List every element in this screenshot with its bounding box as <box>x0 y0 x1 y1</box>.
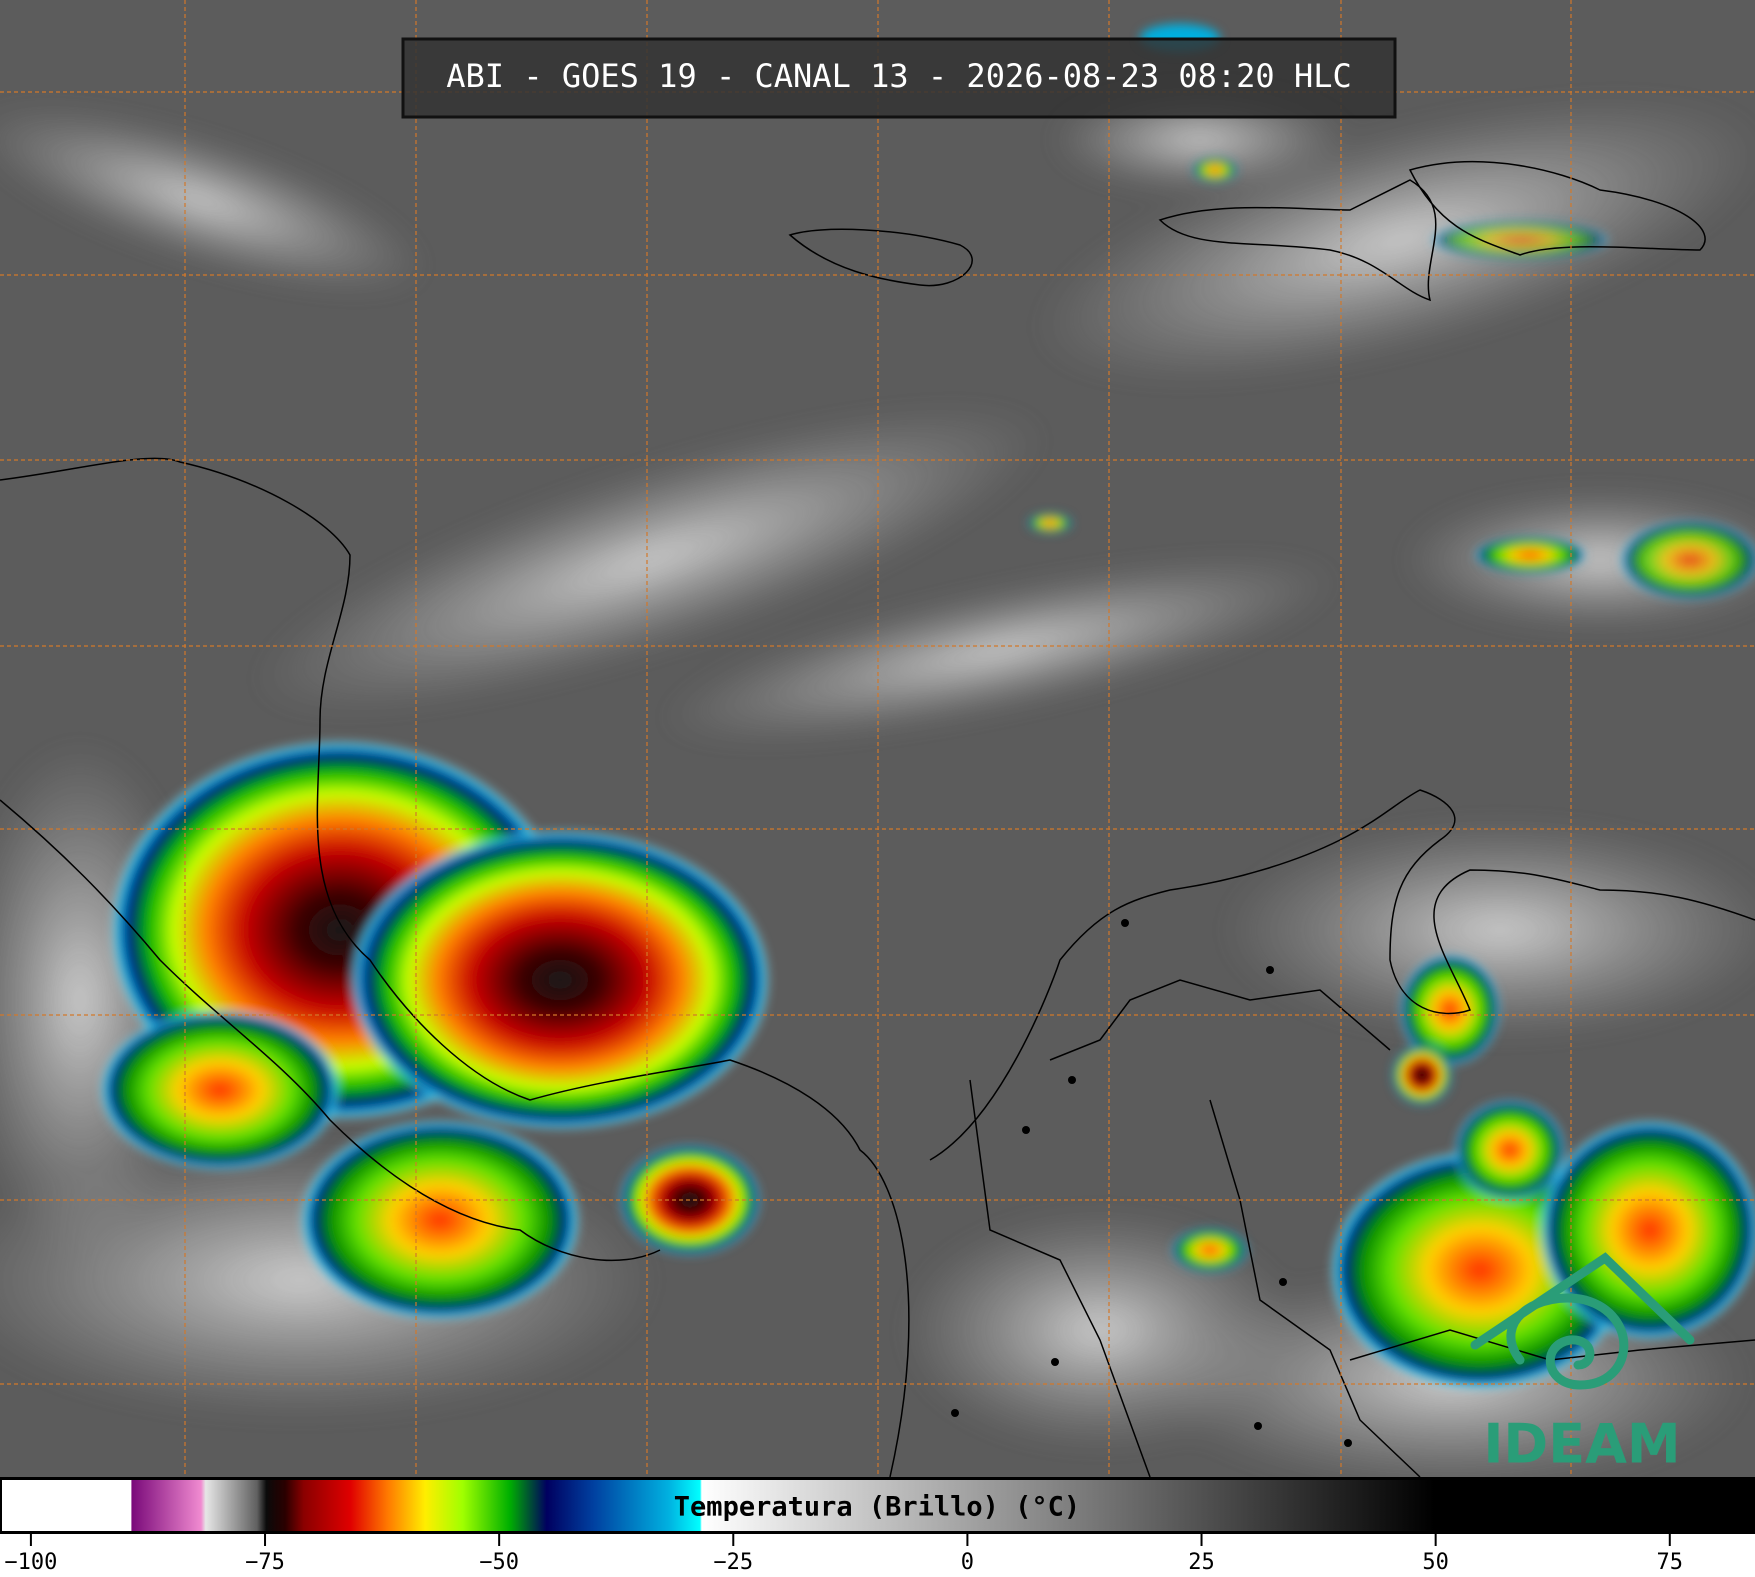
x-tick-label: 50 <box>1422 1550 1449 1575</box>
x-tick-label: −75 <box>245 1550 285 1575</box>
x-tick-label: 25 <box>1188 1550 1215 1575</box>
logo-text: IDEAM <box>1483 1413 1680 1476</box>
logo: IDEAM <box>1470 1252 1695 1476</box>
x-tick-label: −50 <box>479 1550 519 1575</box>
x-tick-label: −25 <box>713 1550 753 1575</box>
colorbar: Temperatura (Brillo) (°C) −100 −75 −50 −25 0… <box>0 1477 1755 1575</box>
colorbar-label: Temperatura (Brillo) (°C) <box>674 1492 1080 1523</box>
title-box: ABI - GOES 19 - CANAL 13 - 2026-08-23 08… <box>401 37 1397 119</box>
satellite-map <box>0 0 1755 1490</box>
x-tick-label: −100 <box>4 1550 57 1575</box>
x-tick-label: 75 <box>1657 1550 1684 1575</box>
x-tick-label: 0 <box>961 1550 974 1575</box>
map-title: ABI - GOES 19 - CANAL 13 - 2026-08-23 08… <box>446 57 1351 95</box>
colorbar-gradient <box>2 1480 1753 1531</box>
